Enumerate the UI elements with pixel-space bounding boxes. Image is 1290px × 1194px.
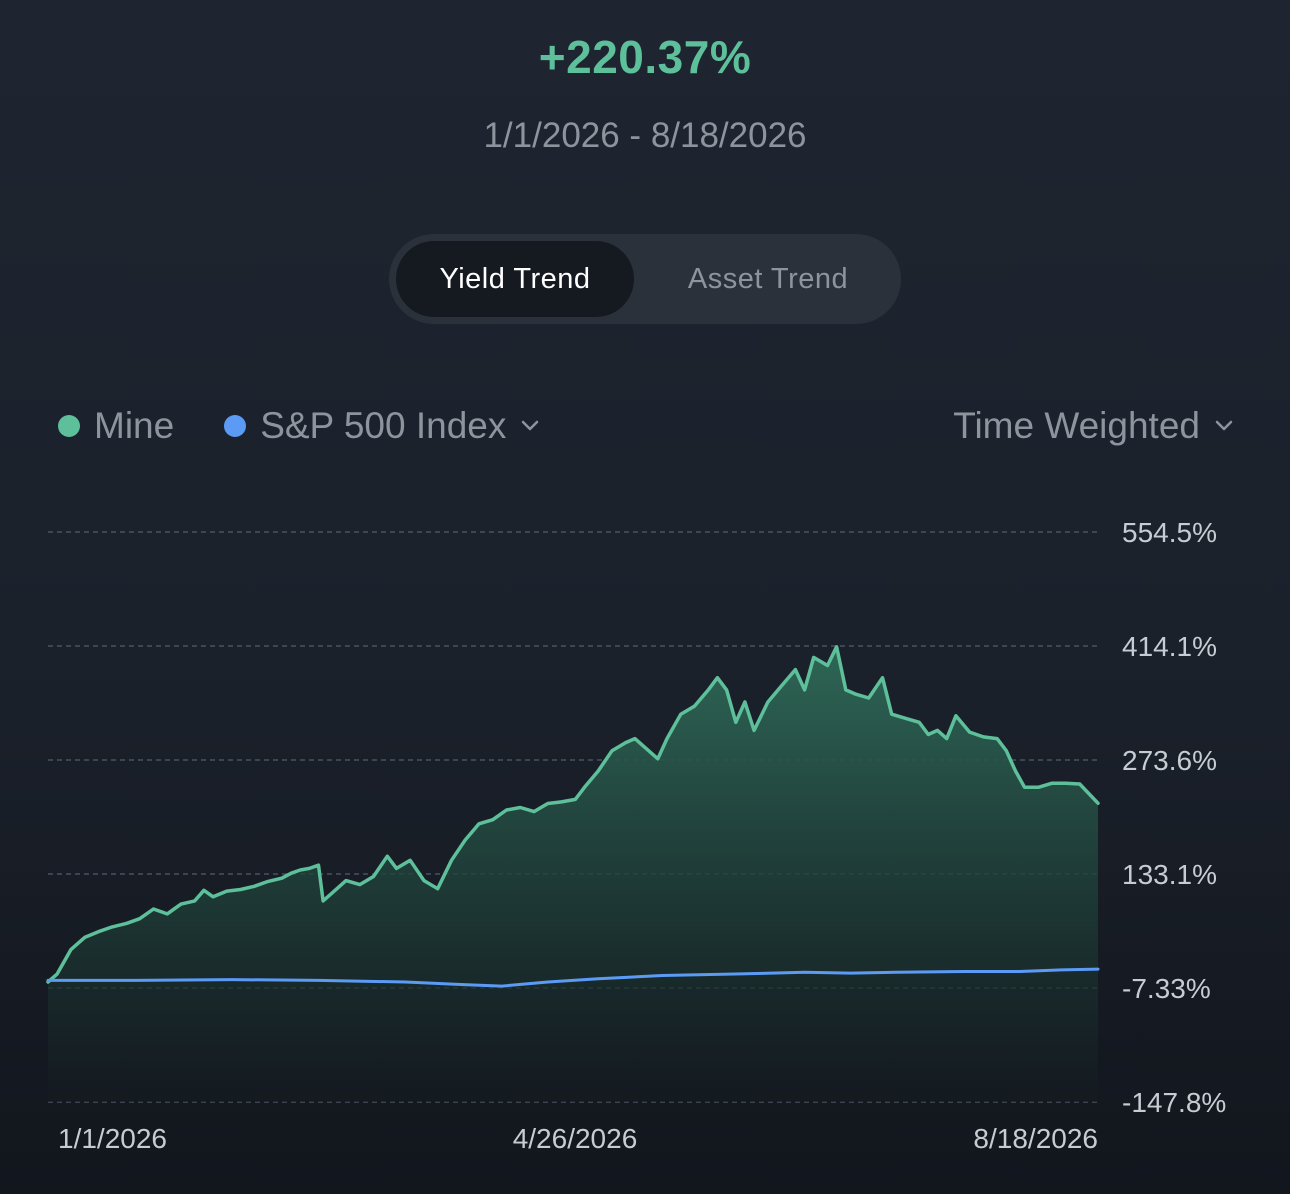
chevron-down-icon [522,420,539,431]
trend-toggle: Yield Trend Asset Trend [389,234,901,324]
chevron-down-icon [1215,420,1233,431]
legend-label-mine: Mine [94,405,175,446]
x-tick-label: 8/18/2026 [973,1123,1098,1154]
y-tick-label: 133.1% [1122,859,1217,890]
series-area-mine [48,646,1098,1102]
series-line-mine [46,645,1100,984]
y-axis: 554.5% 414.1% 273.6% 133.1% -7.33% -147.8% [1122,517,1226,1118]
benchmark-selector[interactable]: S&P 500 Index [224,405,540,447]
area-layer [48,646,1098,1102]
date-range-label: 1/1/2026 - 8/18/2026 [483,116,807,155]
line-layer [46,645,1100,988]
y-tick-label: -7.33% [1122,973,1211,1004]
legend-dot-benchmark [224,415,247,437]
y-tick-label: 554.5% [1122,517,1217,548]
series-line-benchmark [46,967,1100,988]
x-axis: 1/1/2026 4/26/2026 8/18/2026 [58,1123,1098,1154]
tab-yield-trend[interactable]: Yield Trend [396,241,634,317]
x-tick-label: 4/26/2026 [513,1123,638,1154]
chart-legend: Mine S&P 500 Index [58,400,540,452]
return-method-label: Time Weighted [953,405,1200,446]
total-return-value: +220.37% [538,31,752,83]
legend-label-benchmark: S&P 500 Index [260,405,507,446]
return-method-selector[interactable]: Time Weighted [953,400,1234,452]
y-tick-label: 273.6% [1122,745,1217,776]
y-tick-label: 414.1% [1122,631,1217,662]
legend-dot-mine [58,415,80,437]
x-tick-label: 1/1/2026 [58,1123,167,1154]
y-tick-label: -147.8% [1122,1087,1226,1118]
legend-item-mine[interactable]: Mine [58,405,174,447]
tab-asset-trend[interactable]: Asset Trend [687,262,849,295]
